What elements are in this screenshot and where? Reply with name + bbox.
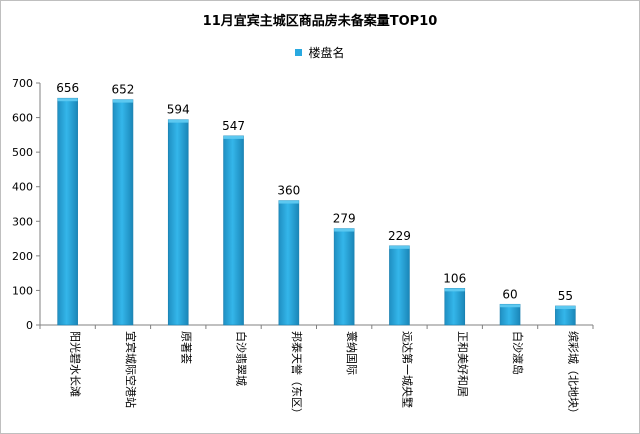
bar-cap	[389, 245, 410, 249]
bar	[444, 288, 466, 326]
data-label: 656	[56, 81, 79, 95]
y-tick-label: 300	[12, 215, 33, 228]
legend-label: 楼盘名	[308, 46, 345, 60]
bar	[389, 245, 410, 326]
bar-cap	[168, 119, 189, 123]
data-label: 594	[167, 103, 190, 117]
data-label: 652	[111, 83, 134, 97]
bar-cap	[57, 98, 78, 102]
data-label: 55	[558, 289, 573, 303]
y-tick-label: 200	[12, 250, 33, 263]
bar	[112, 99, 134, 326]
bar-cap	[334, 228, 355, 232]
bar-cap	[278, 200, 299, 204]
bar	[333, 228, 355, 326]
category-label: 缤彩城（北地块）	[566, 331, 580, 419]
bar	[57, 97, 78, 326]
y-tick-label: 100	[12, 284, 33, 297]
legend-swatch	[295, 49, 303, 56]
y-tick-label: 0	[26, 319, 33, 332]
data-label: 279	[333, 212, 356, 226]
category-label: 阳光碧水长滩	[69, 331, 83, 397]
y-tick-label: 400	[12, 181, 33, 194]
bar-cap	[555, 305, 576, 309]
bar-cap	[223, 135, 244, 139]
category-label: 寰纳国际	[345, 331, 359, 375]
chart-legend: 楼盘名	[0, 44, 640, 61]
bar-cap	[500, 304, 521, 308]
category-label: 邦泰天誉（东区）	[290, 331, 304, 419]
bars-group	[57, 97, 576, 326]
data-labels-group: 656 652 594 547 360 279 229 106 60 55	[56, 81, 573, 303]
data-label: 60	[502, 287, 517, 301]
y-tick-label: 600	[12, 112, 33, 125]
y-tick-label: 500	[12, 146, 33, 159]
data-label: 360	[277, 184, 300, 198]
bar	[499, 303, 521, 326]
category-label: 宜宾城际空港站	[124, 331, 138, 408]
bar-cap	[112, 99, 133, 103]
category-labels-group: 阳光碧水长滩 宜宾城际空港站 原著荟 白沙翡翠城 邦泰天誉（东区） 寰纳国际 远达第一城央墅…	[69, 331, 581, 419]
data-label: 547	[222, 119, 245, 133]
bar-cap	[444, 288, 465, 292]
data-label: 106	[443, 271, 466, 285]
bar	[167, 119, 189, 326]
category-label: 远达第一城央墅	[400, 331, 414, 408]
data-label: 229	[388, 229, 411, 243]
category-label: 白沙翡翠城	[235, 331, 249, 386]
category-label: 原著荟	[179, 331, 193, 364]
y-tick-label: 700	[12, 77, 33, 90]
bar	[223, 135, 244, 326]
category-label: 正和美好和居	[456, 331, 470, 397]
chart-title: 11月宜宾主城区商品房未备案量TOP10	[202, 14, 438, 29]
bar	[278, 200, 300, 326]
category-label: 白沙渡岛	[511, 331, 525, 375]
